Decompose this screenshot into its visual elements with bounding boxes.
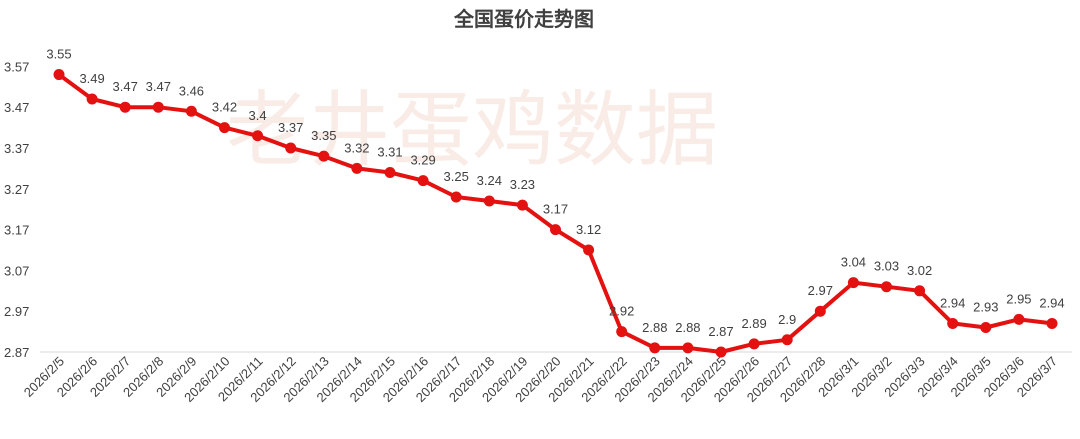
data-label: 3.25 <box>444 169 469 184</box>
data-label: 3.03 <box>874 259 899 274</box>
data-point <box>185 105 197 117</box>
data-label: 3.31 <box>377 144 402 159</box>
data-point <box>252 130 264 142</box>
y-tick-label: 2.87 <box>4 345 29 360</box>
data-label: 2.92 <box>609 304 634 319</box>
watermark: 老井蛋鸡数据 <box>226 83 718 178</box>
data-point <box>450 191 462 203</box>
data-label: 3.47 <box>146 79 171 94</box>
data-labels: 3.55 3.49 3.47 3.47 3.46 3.42 3.4 3.37 3.35 3.32 3… <box>46 47 1064 339</box>
data-label: 3.47 <box>113 79 138 94</box>
data-label: 3.32 <box>344 140 369 155</box>
data-label: 3.55 <box>46 47 71 62</box>
data-point <box>748 338 760 350</box>
data-point <box>516 199 528 211</box>
data-label: 2.95 <box>1006 291 1031 306</box>
data-point <box>219 122 230 134</box>
data-label: 2.94 <box>1039 295 1064 310</box>
data-label: 3.49 <box>79 71 104 86</box>
data-point <box>847 277 859 289</box>
data-label: 3.23 <box>510 177 535 192</box>
data-point <box>53 69 65 81</box>
data-point <box>550 224 561 236</box>
data-label: 2.88 <box>642 320 667 335</box>
data-label: 2.97 <box>808 283 833 298</box>
data-point <box>947 317 959 329</box>
data-point <box>649 342 661 354</box>
data-label: 3.35 <box>311 128 336 143</box>
data-point <box>1013 313 1025 325</box>
data-point <box>417 175 429 187</box>
chart-title: 全国蛋价走势图 <box>453 7 594 31</box>
y-tick-label: 3.07 <box>4 263 29 278</box>
data-label: 3.24 <box>477 173 502 188</box>
y-tick-label: 2.97 <box>4 304 29 319</box>
y-axis-tick-labels: 2.87 2.97 3.07 3.17 3.27 3.37 3.47 3.57 <box>4 59 29 360</box>
data-label: 2.89 <box>741 316 766 331</box>
data-label: 3.46 <box>179 83 204 98</box>
data-label: 2.93 <box>973 300 998 315</box>
data-label: 2.9 <box>778 312 796 327</box>
data-label: 3.02 <box>907 263 932 278</box>
data-label: 3.37 <box>278 120 303 135</box>
x-axis-tick-labels: 2026/2/52026/2/62026/2/72026/2/82026/2/9… <box>21 354 1060 406</box>
data-label: 3.17 <box>543 202 568 217</box>
data-point <box>682 342 694 354</box>
y-tick-label: 3.27 <box>4 182 29 197</box>
y-tick-label: 3.17 <box>4 223 29 238</box>
data-point <box>616 326 628 338</box>
data-label: 2.88 <box>675 320 700 335</box>
y-tick-label: 3.47 <box>4 100 29 115</box>
data-label: 3.4 <box>249 108 267 123</box>
data-point <box>119 101 131 113</box>
data-label: 3.12 <box>576 222 601 237</box>
data-point <box>351 162 363 174</box>
data-point <box>152 101 164 113</box>
data-point <box>814 305 826 317</box>
data-point <box>318 150 330 162</box>
data-point <box>86 93 98 105</box>
y-tick-label: 3.57 <box>4 59 29 74</box>
data-point <box>1046 317 1058 329</box>
data-point <box>881 281 892 293</box>
data-point <box>914 285 926 297</box>
data-point <box>781 334 793 346</box>
data-point <box>583 244 595 256</box>
data-point <box>285 142 297 154</box>
data-point <box>980 322 992 334</box>
data-label: 3.42 <box>212 100 237 115</box>
data-points <box>53 69 1058 358</box>
data-label: 3.29 <box>410 153 435 168</box>
data-point <box>384 166 396 178</box>
data-label: 2.87 <box>708 324 733 339</box>
data-label: 3.04 <box>841 255 866 270</box>
data-label: 2.94 <box>940 295 965 310</box>
data-point <box>715 346 727 358</box>
data-point <box>483 195 495 207</box>
y-tick-label: 3.37 <box>4 141 29 156</box>
